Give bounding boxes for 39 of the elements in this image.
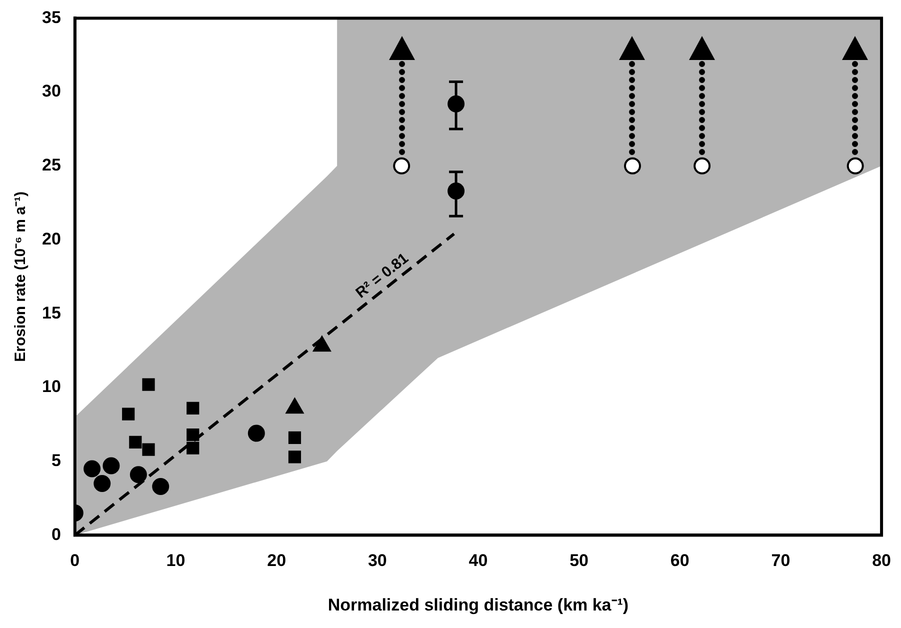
x-tick-label: 50 [570, 551, 589, 570]
x-tick-label: 20 [267, 551, 286, 570]
x-tick-label: 40 [468, 551, 488, 570]
x-tick-label: 10 [166, 551, 186, 570]
y-tick-label: 30 [42, 82, 61, 101]
y-tick-label: 20 [42, 229, 61, 248]
point [84, 460, 101, 478]
x-tick-label: 80 [872, 551, 892, 570]
y-tick-label: 10 [42, 377, 61, 396]
point [846, 157, 864, 174]
y-axis-title: Erosion rate (10⁻⁶ m a⁻¹) [12, 192, 30, 362]
point [186, 428, 200, 442]
point [624, 157, 641, 174]
annotation: R² = 0.81 [352, 250, 412, 302]
point [142, 378, 155, 391]
point [393, 157, 410, 174]
y-tick-label: 15 [42, 303, 61, 322]
point [129, 436, 142, 448]
point [288, 450, 302, 464]
point [186, 402, 200, 414]
point [94, 475, 111, 492]
y-tick-label: 0 [51, 524, 61, 544]
point [288, 431, 302, 444]
x-tick-label: 0 [70, 551, 80, 570]
point [694, 157, 711, 174]
x-tick-label: 60 [670, 551, 690, 570]
point [142, 443, 155, 456]
x-axis-title: Normalized sliding distance (km ka⁻¹) [328, 595, 629, 614]
y-tick-label: 35 [42, 8, 61, 27]
x-tick-label: 30 [368, 551, 387, 570]
point [130, 466, 147, 484]
point [122, 408, 135, 420]
y-tick-label: 5 [51, 451, 61, 470]
point [152, 478, 170, 495]
y-tick-label: 25 [42, 156, 61, 175]
x-tick-label: 70 [771, 551, 790, 570]
point [186, 442, 200, 454]
point [248, 424, 265, 442]
point [102, 457, 120, 474]
